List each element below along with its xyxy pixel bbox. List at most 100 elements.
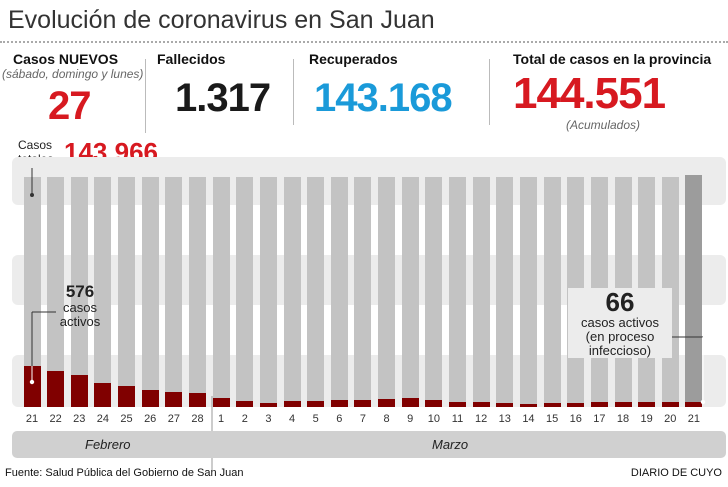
x-tick-label: 10 <box>427 413 440 425</box>
x-tick-label: 7 <box>359 413 367 425</box>
bar-total <box>496 177 514 407</box>
bar-active-cases <box>567 402 585 407</box>
bar-total <box>94 177 112 407</box>
x-tick-label: 19 <box>640 413 653 425</box>
bar-total <box>236 177 254 407</box>
x-tick-label: 24 <box>96 413 110 425</box>
x-tick-label: 11 <box>451 413 464 425</box>
x-tick-label: 1 <box>218 413 225 425</box>
x-tick-label: 15 <box>545 413 559 425</box>
divider <box>0 41 728 43</box>
bar-active-cases <box>661 402 679 407</box>
deaths-value: 1.317 <box>175 76 271 120</box>
bar-active-cases <box>118 385 136 407</box>
bar-active-cases <box>519 403 537 407</box>
x-tick-label: 9 <box>407 413 414 425</box>
bar-total <box>354 177 372 407</box>
annotation-first: 576 casos activos <box>59 282 101 329</box>
bar-total <box>47 177 65 407</box>
total-value: 144.551 <box>513 69 666 118</box>
x-tick-label: 16 <box>569 413 582 425</box>
total-sub: (Acumulados) <box>566 118 641 132</box>
recovered-label: Recuperados <box>309 51 398 67</box>
bar-total <box>212 177 230 407</box>
x-tick-label: 12 <box>475 413 488 425</box>
bar-total <box>543 177 561 407</box>
bar-active-cases <box>307 400 325 407</box>
bar-active-cases <box>165 392 183 407</box>
month-label-febrero: Febrero <box>85 437 131 452</box>
x-tick-label: 28 <box>191 413 204 425</box>
bar-total <box>259 177 277 407</box>
bar-active-cases <box>685 402 703 407</box>
bar-total <box>401 177 419 407</box>
bar-active-cases <box>425 399 443 407</box>
x-tick-label: 8 <box>383 413 390 425</box>
x-tick-label: 5 <box>312 413 319 425</box>
bar-active-cases <box>212 397 230 407</box>
bar-active-cases <box>47 371 65 407</box>
x-tick-label: 13 <box>498 413 511 425</box>
bar-total <box>23 177 41 407</box>
x-tick-label: 22 <box>49 413 62 425</box>
x-tick-label: 4 <box>288 413 296 425</box>
bar-total <box>70 177 88 407</box>
bar-active-cases <box>141 389 159 407</box>
bar-active-cases <box>283 400 301 407</box>
annotation-last: 66 casos activos (en proceso infeccioso) <box>568 288 672 358</box>
bar-active-cases <box>401 398 419 407</box>
x-tick-label: 3 <box>265 413 272 425</box>
bar-total <box>425 177 443 407</box>
source-note: Fuente: Salud Pública del Gobierno de Sa… <box>5 467 244 479</box>
bar-active-cases <box>23 366 41 407</box>
bar-active-cases <box>188 393 206 407</box>
bar-active-cases <box>94 382 112 407</box>
month-label-marzo: Marzo <box>432 437 469 452</box>
bar-active-cases <box>590 402 608 407</box>
x-tick-label: 25 <box>120 413 133 425</box>
x-tick-label: 20 <box>664 413 677 425</box>
bar-total <box>519 177 537 407</box>
separator <box>489 59 490 125</box>
bar-total <box>472 177 490 407</box>
x-tick-label: 2 <box>241 413 248 425</box>
bar-active-cases <box>378 399 396 407</box>
bar-total <box>449 177 467 407</box>
bar-active-cases <box>472 402 490 407</box>
bar-active-cases <box>614 402 632 407</box>
recovered-value: 143.168 <box>314 76 453 120</box>
bar-total <box>118 177 136 407</box>
bar-active-cases <box>70 374 88 407</box>
bar-total <box>283 177 301 407</box>
new-cases-value: 27 <box>48 84 91 128</box>
bar-total <box>307 177 325 407</box>
x-tick-label: 6 <box>336 413 343 425</box>
x-tick-label: 17 <box>593 413 606 425</box>
bar-active-cases <box>236 400 254 407</box>
bar-active-cases <box>259 402 277 407</box>
separator <box>145 59 146 133</box>
bar-active-cases <box>354 400 372 407</box>
bar-active-cases <box>543 402 561 407</box>
x-tick-label: 23 <box>73 413 86 425</box>
bar-active-cases <box>330 400 348 407</box>
total-label: Total de casos en la provincia <box>513 51 712 67</box>
deaths-label: Fallecidos <box>157 51 226 67</box>
month-bar <box>12 431 726 458</box>
new-cases-sub: (sábado, domingo y lunes) <box>2 67 144 81</box>
bar-active-cases <box>449 402 467 407</box>
separator <box>293 59 294 125</box>
x-tick-label: 21 <box>25 413 39 425</box>
bar-total <box>141 177 159 407</box>
bar-total <box>378 177 396 407</box>
bar-total <box>330 177 348 407</box>
brand: DIARIO DE CUYO <box>630 467 722 479</box>
x-tick-label: 27 <box>167 413 180 425</box>
bar-total <box>188 177 206 407</box>
bar-total <box>685 175 703 407</box>
page-title: Evolución de coronavirus en San Juan <box>8 6 435 34</box>
x-tick-label: 14 <box>522 413 535 425</box>
bar-active-cases <box>638 402 656 407</box>
